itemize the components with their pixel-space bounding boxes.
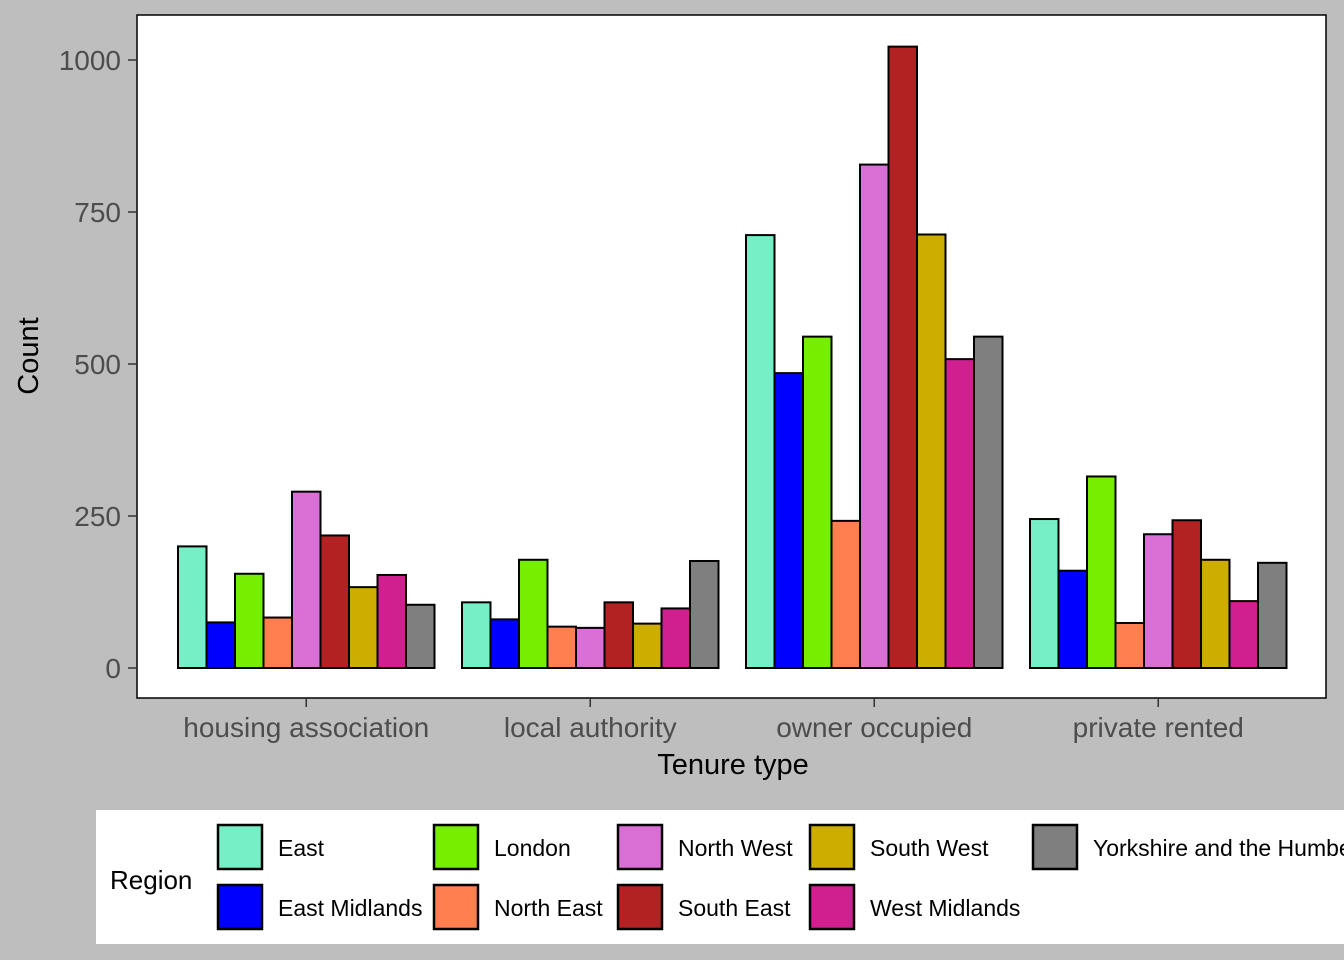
bar-housing-association-south-west: [348, 586, 379, 670]
bar-local-authority-south-west: [632, 622, 663, 669]
bar-private-rented-east: [1029, 518, 1060, 669]
legend-box: [96, 810, 1344, 944]
legend-label-east: East: [278, 835, 325, 861]
legend-swatch-north-west: [616, 823, 664, 871]
bar-private-rented-west-midlands: [1228, 600, 1259, 669]
legend-swatch-yorkshire-and-the-humber: [1031, 823, 1079, 871]
legend-label-west-midlands: West Midlands: [870, 895, 1020, 921]
bar-local-authority-east: [461, 601, 492, 670]
bar-private-rented-yorkshire-and-the-humber: [1257, 561, 1288, 670]
bar-housing-association-east-midlands: [205, 621, 236, 670]
x-tick-label-private-rented: private rented: [1073, 712, 1244, 743]
bar-housing-association-london: [234, 572, 265, 670]
x-tick-label-housing-association: housing association: [183, 712, 429, 743]
legend-label-yorkshire-and-the-humber: Yorkshire and the Humber: [1093, 835, 1344, 861]
bar-local-authority-yorkshire-and-the-humber: [689, 559, 720, 669]
bar-private-rented-east-midlands: [1057, 569, 1088, 669]
bar-owner-occupied-east-midlands: [773, 372, 804, 669]
legend-swatch-north-east: [432, 883, 480, 931]
bar-private-rented-south-west: [1200, 558, 1231, 670]
legend-swatch-west-midlands: [808, 883, 856, 931]
bar-private-rented-south-east: [1171, 519, 1202, 670]
legend-swatch-south-east: [616, 883, 664, 931]
bar-owner-occupied-west-midlands: [944, 358, 975, 669]
bar-owner-occupied-london: [802, 335, 833, 669]
bar-private-rented-london: [1086, 475, 1117, 670]
bar-local-authority-north-west: [575, 626, 606, 669]
legend-label-london: London: [494, 835, 571, 861]
legend-swatch-south-west: [808, 823, 856, 871]
bars-layer: [177, 45, 1288, 670]
bar-housing-association-north-west: [291, 490, 322, 669]
bar-local-authority-west-midlands: [660, 607, 691, 669]
legend-label-north-east: North East: [494, 895, 603, 921]
y-axis: 0 250 500 750 1000: [59, 45, 137, 684]
bar-owner-occupied-north-west: [859, 163, 890, 670]
bar-local-authority-east-midlands: [489, 618, 520, 669]
bar-owner-occupied-south-west: [916, 233, 947, 669]
bar-private-rented-north-west: [1143, 533, 1174, 669]
bar-housing-association-north-east: [262, 616, 293, 669]
bar-owner-occupied-yorkshire-and-the-humber: [973, 335, 1004, 669]
y-tick-label-0: 0: [105, 653, 121, 684]
x-axis: housing association local authority owner …: [183, 698, 1244, 743]
bar-owner-occupied-south-east: [887, 45, 918, 670]
bar-local-authority-north-east: [546, 625, 577, 669]
legend-title: Region: [110, 865, 192, 895]
y-tick-label-750: 750: [74, 197, 121, 228]
y-axis-title: Count: [13, 317, 45, 394]
bar-housing-association-east: [177, 545, 208, 670]
x-tick-label-owner-occupied: owner occupied: [776, 712, 972, 743]
legend-swatch-london: [432, 823, 480, 871]
bar-owner-occupied-east: [745, 234, 776, 669]
legend-label-north-west: North West: [678, 835, 793, 861]
bar-housing-association-west-midlands: [376, 573, 407, 669]
bar-private-rented-north-east: [1114, 622, 1145, 670]
bar-owner-occupied-north-east: [830, 519, 861, 669]
bar-local-authority-south-east: [603, 601, 634, 670]
y-tick-label-500: 500: [74, 349, 121, 380]
legend-label-south-east: South East: [678, 895, 791, 921]
x-axis-title: Tenure type: [657, 749, 809, 781]
legend-swatch-east: [216, 823, 264, 871]
bar-local-authority-london: [518, 558, 549, 670]
y-tick-label-1000: 1000: [59, 45, 121, 76]
legend: East East Midlands London North East North W…: [216, 823, 1344, 931]
legend-label-east-midlands: East Midlands: [278, 895, 422, 921]
x-tick-label-local-authority: local authority: [504, 712, 677, 743]
legend-label-south-west: South West: [870, 835, 989, 861]
y-tick-label-250: 250: [74, 501, 121, 532]
bar-housing-association-yorkshire-and-the-humber: [405, 603, 436, 670]
bar-housing-association-south-east: [319, 534, 350, 670]
legend-swatch-east-midlands: [216, 883, 264, 931]
